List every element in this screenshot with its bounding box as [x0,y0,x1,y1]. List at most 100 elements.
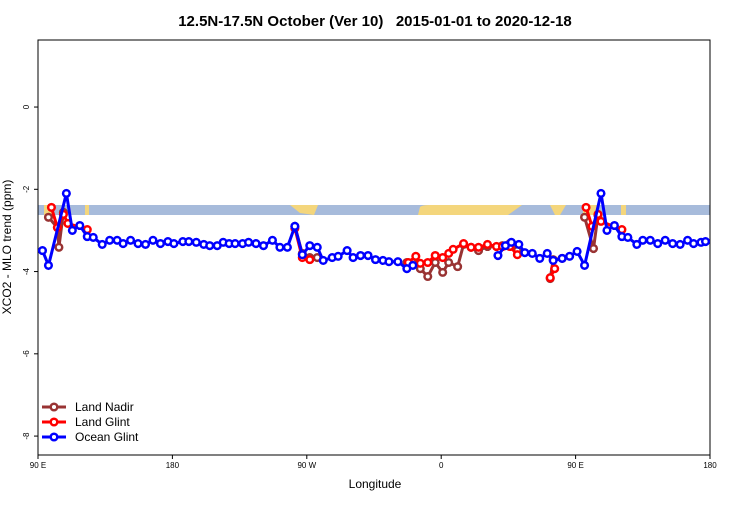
x-tick-label: 0 [439,461,444,470]
legend-label: Land Nadir [75,400,134,414]
point [43,260,54,270]
point [61,188,71,198]
point [169,239,179,249]
point [520,248,530,258]
point [46,202,56,212]
y-tick-label: -4 [22,267,31,275]
point [275,242,285,252]
point [596,188,606,198]
point [645,235,655,245]
point [140,239,151,249]
point [363,250,373,261]
point [244,237,254,247]
point [88,232,98,242]
point [430,250,440,261]
point [155,239,166,249]
x-tick-label: 90 E [567,461,583,470]
point [668,239,678,249]
y-tick-label: 0 [22,104,31,109]
y-tick-label: -8 [22,432,31,440]
point [448,244,458,254]
point [312,242,322,252]
point [423,271,433,282]
point [415,258,425,268]
point [67,225,77,235]
point [581,202,591,212]
point [700,236,711,247]
point [506,237,516,247]
point [230,239,240,249]
point [623,232,633,242]
point [282,242,292,252]
point [43,212,54,222]
x-tick-label: 180 [166,461,180,470]
point [191,237,201,247]
point [482,239,493,249]
legend-label: Land Glint [75,415,130,429]
point [133,239,143,249]
point [356,250,366,261]
point [453,262,463,272]
x-tick-label: 180 [703,461,717,470]
point [557,253,567,263]
legend-marker [49,417,59,427]
point [588,243,599,254]
point [342,246,352,256]
point [602,225,612,235]
point [205,241,215,251]
chart-title: 12.5N-17.5N October (Ver 10) 2015-01-01 … [178,13,572,30]
legend-marker [49,402,59,412]
point [638,235,648,245]
point [514,239,524,249]
point [689,239,699,249]
y-axis-label: XCO2 - MLO trend (ppm) [0,180,14,315]
point [333,251,343,261]
point [438,267,448,277]
point [75,220,85,231]
point [459,239,469,249]
point [565,251,575,261]
point [632,239,642,249]
point [493,250,503,261]
point [550,264,560,274]
point [444,257,454,268]
point [384,257,394,267]
point [466,242,476,252]
x-tick-label: 90 E [30,461,46,470]
x-tick-label: 90 W [297,461,316,470]
y-tick-label: -2 [22,185,31,193]
point [251,239,261,249]
point [97,239,107,249]
point [305,241,315,251]
point [653,239,663,249]
point [305,255,315,265]
land-strip [38,205,710,215]
point [408,260,418,270]
point [660,235,670,245]
y-tick-label: -6 [22,350,31,358]
point [512,250,522,260]
point [609,220,619,231]
point [184,236,194,247]
point [675,239,685,249]
x-axis-label: Longitude [349,477,402,491]
point [580,212,590,222]
point [290,221,300,231]
point [126,235,136,245]
point [423,257,433,268]
point [37,246,48,256]
point [527,248,537,259]
point [545,273,555,283]
point [393,257,403,267]
point [54,242,64,252]
point [473,242,484,252]
point [438,253,448,263]
point [267,235,278,245]
point [105,235,115,245]
point [580,260,590,270]
point [348,253,358,263]
point [430,257,440,268]
point [118,239,128,249]
